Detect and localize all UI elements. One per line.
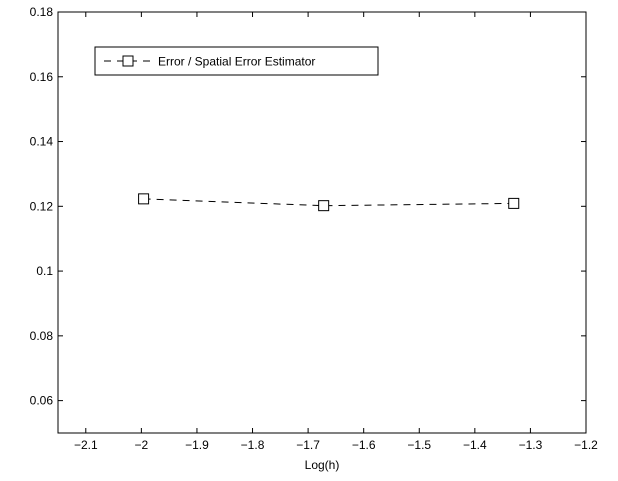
y-axis-ticks: 0.06 0.08 0.1 0.12 0.14 0.16 0.18: [30, 5, 586, 408]
data-point-marker: [508, 197, 520, 209]
x-tick-label: −1.6: [352, 438, 376, 452]
x-tick-label: −1.8: [241, 438, 265, 452]
x-tick-label: −1.5: [407, 438, 431, 452]
data-point-marker: [318, 200, 330, 212]
x-axis-ticks: −2.1 −2 −1.9 −1.8 −1.7 −1.6 −1.5 −1.4 −1.3 −1.2: [74, 12, 598, 452]
x-tick-label: −1.2: [574, 438, 598, 452]
y-tick-label: 0.08: [30, 329, 54, 343]
legend-label: Error / Spatial Error Estimator: [158, 55, 315, 69]
x-axis-label: Log(h): [305, 458, 340, 472]
legend: Error / Spatial Error Estimator: [94, 46, 379, 76]
y-tick-label: 0.1: [36, 264, 53, 278]
legend-box: [94, 46, 379, 76]
x-tick-label: −2: [135, 438, 149, 452]
data-point-marker: [138, 193, 150, 205]
plot-area: [57, 11, 587, 434]
x-tick-label: −1.9: [185, 438, 209, 452]
x-tick-label: −1.4: [463, 438, 487, 452]
x-tick-label: −1.3: [519, 438, 543, 452]
y-tick-label: 0.18: [30, 5, 54, 19]
y-tick-label: 0.12: [30, 199, 54, 213]
series-layer: [138, 193, 520, 212]
x-tick-label: −1.7: [296, 438, 320, 452]
legend-marker-square: [122, 55, 134, 67]
x-tick-label: −2.1: [74, 438, 98, 452]
y-tick-label: 0.16: [30, 70, 54, 84]
y-tick-label: 0.06: [30, 394, 54, 408]
y-tick-label: 0.14: [30, 135, 54, 149]
